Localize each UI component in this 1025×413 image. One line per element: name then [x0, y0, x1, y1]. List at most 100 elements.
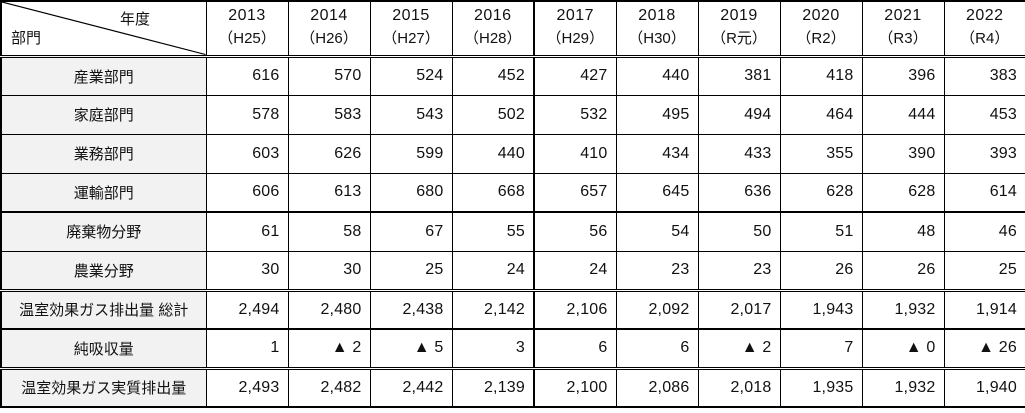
value-cell: 628	[861, 172, 945, 213]
value-cell: 30	[287, 250, 371, 292]
value-cell: 427	[533, 55, 617, 96]
era-label: （H30）	[628, 30, 686, 48]
row-label: 産業部門	[0, 55, 207, 96]
table-header: 年度 部門 2013 （H25） 2014 （H26） 2015 （H27） 2016 （H2…	[0, 0, 1025, 58]
row-label: 運輸部門	[0, 172, 207, 213]
value-cell: 2,438	[369, 289, 453, 330]
value-cell: 444	[861, 94, 945, 135]
value-cell: 2,493	[205, 367, 289, 408]
value-cell: 418	[779, 55, 863, 96]
value-cell: ▲ 2	[697, 328, 781, 370]
value-cell: 657	[533, 172, 617, 213]
era-label: （R3）	[878, 30, 928, 48]
era-label: （R2）	[796, 30, 846, 48]
column-header-2013: 2013 （H25）	[205, 0, 289, 58]
year-label: 2014	[310, 7, 348, 25]
header-row: 年度 部門 2013 （H25） 2014 （H26） 2015 （H27） 2016 （H2…	[0, 0, 1025, 58]
value-cell: 410	[533, 133, 617, 174]
value-cell: 383	[943, 55, 1025, 96]
era-label: （H29）	[546, 30, 605, 48]
value-cell: 24	[451, 250, 535, 292]
value-cell: 616	[205, 55, 289, 96]
row-label: 純吸収量	[0, 328, 207, 370]
value-cell: 2,482	[287, 367, 371, 408]
value-cell: 48	[861, 211, 945, 252]
value-cell: 524	[369, 55, 453, 96]
value-cell: 355	[779, 133, 863, 174]
value-cell: 2,494	[205, 289, 289, 330]
value-cell: 1,935	[779, 367, 863, 408]
value-cell: 390	[861, 133, 945, 174]
row-label: 温室効果ガス実質排出量	[0, 367, 207, 408]
year-label: 2017	[556, 7, 595, 25]
value-cell: 599	[369, 133, 453, 174]
value-cell: 440	[451, 133, 535, 174]
column-header-2016: 2016 （H28）	[451, 0, 535, 58]
value-cell: 24	[533, 250, 617, 292]
value-cell: 532	[533, 94, 617, 135]
year-label: 2022	[965, 7, 1004, 25]
diagonal-divider	[2, 2, 206, 55]
value-cell: 25	[943, 250, 1025, 292]
column-header-2017: 2017 （H29）	[533, 0, 617, 58]
value-cell: 26	[861, 250, 945, 292]
value-cell: 56	[533, 211, 617, 252]
value-cell: 2,142	[451, 289, 535, 330]
value-cell: 381	[697, 55, 781, 96]
value-cell: 440	[615, 55, 699, 96]
value-cell: 1	[205, 328, 289, 370]
table-row: 産業部門 616 570 524 452 427 440 381 418 396 383	[0, 55, 1025, 96]
value-cell: 6	[615, 328, 699, 370]
value-cell: 23	[697, 250, 781, 292]
value-cell: 1,943	[779, 289, 863, 330]
value-cell: 396	[861, 55, 945, 96]
row-label: 農業分野	[0, 250, 207, 292]
value-cell: 7	[779, 328, 863, 370]
column-header-2018: 2018 （H30）	[615, 0, 699, 58]
value-cell: ▲ 0	[861, 328, 945, 370]
table-row: 業務部門 603 626 599 440 410 434 433 355 390 393	[0, 133, 1025, 174]
value-cell: 2,018	[697, 367, 781, 408]
row-label: 廃棄物分野	[0, 211, 207, 252]
value-cell: 2,442	[369, 367, 453, 408]
era-label: （H27）	[382, 30, 440, 48]
value-cell: 636	[697, 172, 781, 213]
value-cell: 58	[287, 211, 371, 252]
value-cell: 606	[205, 172, 289, 213]
value-cell: 626	[287, 133, 371, 174]
value-cell: 2,100	[533, 367, 617, 408]
value-cell: 452	[451, 55, 535, 96]
table-body: 産業部門 616 570 524 452 427 440 381 418 396 383 家庭部門 57…	[0, 55, 1025, 408]
value-cell: 570	[287, 55, 371, 96]
value-cell: 434	[615, 133, 699, 174]
row-label: 業務部門	[0, 133, 207, 174]
table-row: 農業分野 30 30 25 24 24 23 23 26 26 25	[0, 250, 1025, 292]
value-cell: 2,017	[697, 289, 781, 330]
table-row: 廃棄物分野 61 58 67 55 56 54 50 51 48 46	[0, 211, 1025, 252]
value-cell: 543	[369, 94, 453, 135]
column-header-2014: 2014 （H26）	[287, 0, 371, 58]
value-cell: 680	[369, 172, 453, 213]
column-header-2021: 2021 （R3）	[861, 0, 945, 58]
value-cell: 1,940	[943, 367, 1025, 408]
era-label: （R元）	[711, 30, 767, 48]
value-cell: 2,092	[615, 289, 699, 330]
value-cell: 50	[697, 211, 781, 252]
era-label: （R4）	[960, 30, 1010, 48]
column-header-2019: 2019 （R元）	[697, 0, 781, 58]
value-cell: 51	[779, 211, 863, 252]
value-cell: ▲ 2	[287, 328, 371, 370]
value-cell: 393	[943, 133, 1025, 174]
value-cell: 67	[369, 211, 453, 252]
value-cell: 613	[287, 172, 371, 213]
value-cell: 578	[205, 94, 289, 135]
value-cell: 2,106	[533, 289, 617, 330]
value-cell: 23	[615, 250, 699, 292]
year-label: 2021	[884, 7, 922, 25]
value-cell: 603	[205, 133, 289, 174]
value-cell: 26	[779, 250, 863, 292]
era-label: （H26）	[300, 30, 358, 48]
year-label: 2013	[228, 7, 266, 25]
value-cell: 583	[287, 94, 371, 135]
